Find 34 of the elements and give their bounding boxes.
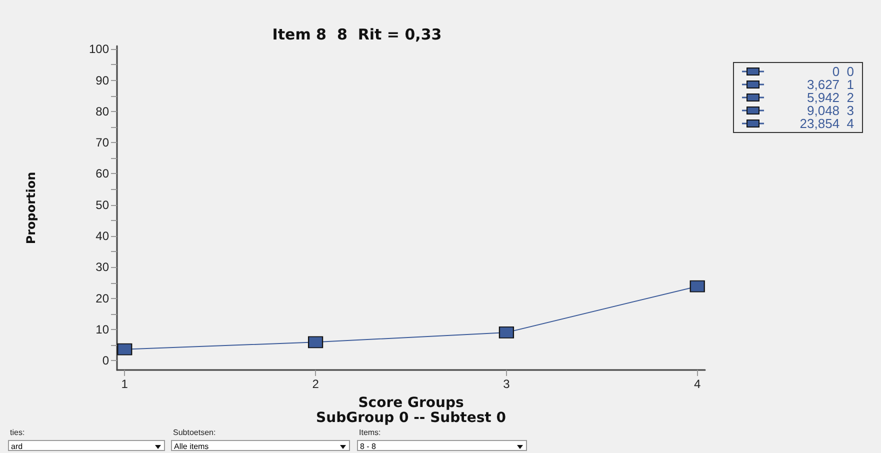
point	[117, 343, 132, 356]
y-tick-label: 40	[96, 229, 110, 244]
point	[498, 326, 514, 338]
point	[690, 280, 705, 292]
y-tick-label: 10	[96, 322, 110, 336]
text: 0 0	[831, 64, 855, 79]
chart-title: Item 8 8 Rit = 0,33	[272, 26, 442, 44]
x-tick-label: 1	[121, 377, 128, 391]
x-tick-label: 2	[312, 377, 320, 391]
y-tick-label: 30	[96, 260, 110, 274]
y-tick-label: 20	[96, 291, 110, 306]
text: 9,048 3	[806, 103, 855, 118]
x-tick-label: 4	[694, 377, 702, 391]
y-tick-label: 100	[88, 42, 110, 56]
y-tick-label: 90	[96, 73, 110, 88]
y-axis-title: Proportion	[24, 172, 38, 244]
x-axis-title: Score Groups	[358, 394, 464, 411]
text: SubGroup 0 -- Subtest 0	[315, 410, 507, 426]
text: Items:	[359, 428, 381, 437]
x-tick-label: 3	[503, 377, 510, 391]
y-tick-label: 70	[96, 136, 110, 150]
dropdown-field: Alle items	[171, 440, 350, 451]
point	[308, 336, 324, 348]
y-tick-label: 0	[102, 354, 110, 368]
text: Subtoetsen:	[173, 428, 216, 437]
dropdown-field: 8 - 8	[357, 440, 527, 451]
dropdown-field: ard	[8, 440, 165, 451]
text: 3,627 1	[806, 77, 855, 92]
text: 23,854 4	[798, 116, 855, 131]
y-tick-label: 60	[96, 166, 110, 181]
text: ties:	[10, 428, 25, 437]
y-tick-label: 50	[96, 198, 110, 212]
text: 5,942 2	[806, 90, 855, 105]
y-tick-label: 80	[96, 104, 110, 118]
